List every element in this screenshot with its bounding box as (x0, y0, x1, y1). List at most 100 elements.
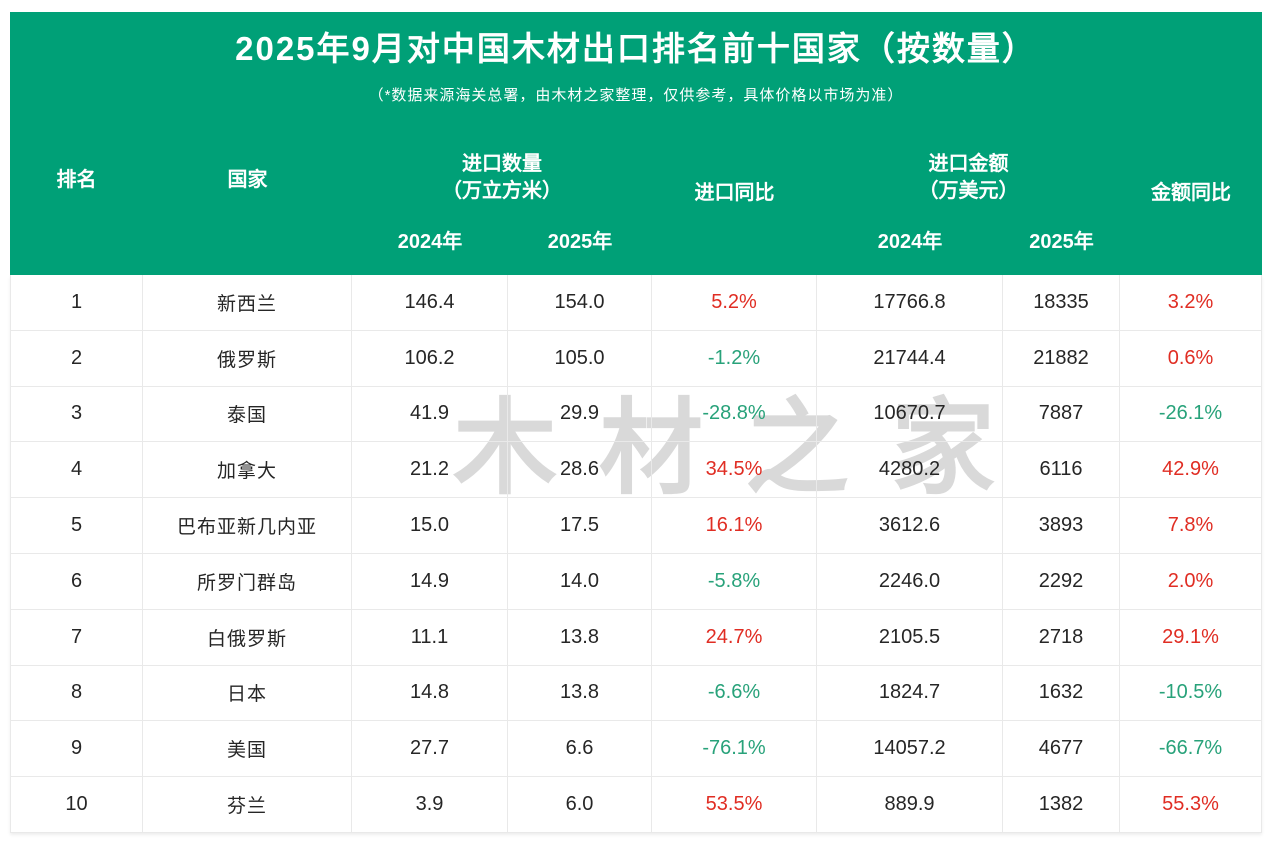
amt-yoy-cell: 3.2% (1120, 275, 1262, 330)
amt-2025-cell: 18335 (1003, 275, 1120, 330)
page-title: 2025年9月对中国木材出口排名前十国家（按数量） (235, 30, 1037, 67)
rank-cell: 6 (10, 553, 143, 609)
qty-2025-cell: 14.0 (508, 553, 652, 609)
amt-2025-cell: 1382 (1003, 777, 1120, 832)
amt-2024-cell: 4280.2 (817, 442, 1003, 498)
rank-cell: 3 (10, 386, 143, 442)
column-headers: 排名 国家 进口数量 （万立方米） 进口同比 进口金额 （万美元） 金额同比 2… (10, 140, 1262, 263)
col-header-qty-2024: 2024年 (397, 230, 463, 253)
country-cell: 白俄罗斯 (143, 609, 352, 665)
amt-yoy-cell: 55.3% (1120, 777, 1262, 832)
qty-yoy-cell: 24.7% (652, 609, 817, 665)
qty-yoy-cell: 5.2% (652, 275, 817, 330)
import-quantity-label: 进口数量 (462, 152, 542, 175)
qty-2024-cell: 21.2 (352, 442, 508, 498)
qty-yoy-cell: -76.1% (652, 721, 817, 777)
amt-2024-cell: 10670.7 (817, 386, 1003, 442)
qty-2024-cell: 41.9 (352, 386, 508, 442)
amt-yoy-cell: 29.1% (1120, 609, 1262, 665)
col-header-amt-2024: 2024年 (877, 230, 943, 253)
col-header-import-amount: 进口金额 （万美元） (817, 140, 1120, 215)
table-header: 2025年9月对中国木材出口排名前十国家（按数量） （*数据来源海关总署，由木材… (10, 12, 1262, 275)
col-header-qty-2025: 2025年 (547, 230, 613, 253)
amt-yoy-cell: -26.1% (1120, 386, 1262, 442)
amt-yoy-cell: 2.0% (1120, 553, 1262, 609)
country-cell: 加拿大 (143, 442, 352, 498)
country-cell: 美国 (143, 721, 352, 777)
amt-yoy-cell: 0.6% (1120, 330, 1262, 386)
page-subtitle: （*数据来源海关总署，由木材之家整理，仅供参考，具体价格以市场为准） (368, 87, 904, 104)
qty-2024-cell: 27.7 (352, 721, 508, 777)
table-row: 8 日本 14.8 13.8 -6.6% 1824.7 1632 -10.5% (10, 665, 1262, 722)
amt-yoy-cell: 42.9% (1120, 442, 1262, 498)
country-cell: 俄罗斯 (143, 330, 352, 386)
col-header-rank: 排名 (56, 169, 97, 191)
table-row: 1 新西兰 146.4 154.0 5.2% 17766.8 18335 3.2… (10, 275, 1262, 331)
amt-2025-cell: 7887 (1003, 386, 1120, 442)
qty-2024-cell: 15.0 (352, 498, 508, 553)
qty-2025-cell: 6.6 (508, 721, 652, 777)
qty-2024-cell: 11.1 (352, 609, 508, 665)
amt-2025-cell: 6116 (1003, 442, 1120, 498)
qty-2024-cell: 14.8 (352, 665, 508, 721)
amt-2024-cell: 889.9 (817, 777, 1003, 832)
table-body: 木材之家 1 新西兰 146.4 154.0 5.2% 17766.8 1833… (10, 275, 1262, 833)
rank-cell: 7 (10, 609, 143, 665)
qty-yoy-cell: -28.8% (652, 386, 817, 442)
col-header-quantity-yoy: 进口同比 (694, 182, 775, 204)
amt-2025-cell: 4677 (1003, 721, 1120, 777)
amt-yoy-cell: -66.7% (1120, 721, 1262, 777)
amt-2025-cell: 3893 (1003, 498, 1120, 553)
qty-yoy-cell: 16.1% (652, 498, 817, 553)
qty-2025-cell: 17.5 (508, 498, 652, 553)
amt-2025-cell: 1632 (1003, 665, 1120, 721)
qty-yoy-cell: -1.2% (652, 330, 817, 386)
amt-2024-cell: 3612.6 (817, 498, 1003, 553)
qty-2024-cell: 146.4 (352, 275, 508, 330)
qty-2024-cell: 106.2 (352, 330, 508, 386)
amt-2024-cell: 14057.2 (817, 721, 1003, 777)
qty-2025-cell: 28.6 (508, 442, 652, 498)
amt-2024-cell: 1824.7 (817, 665, 1003, 721)
amt-yoy-cell: 7.8% (1120, 498, 1262, 553)
table-row: 9 美国 27.7 6.6 -76.1% 14057.2 4677 -66.7% (10, 721, 1262, 778)
import-amount-unit: （万美元） (918, 179, 1019, 202)
import-amount-label: 进口金额 (928, 152, 1009, 175)
qty-2024-cell: 14.9 (352, 553, 508, 609)
table-row: 7 白俄罗斯 11.1 13.8 24.7% 2105.5 2718 29.1% (10, 609, 1262, 666)
amt-yoy-cell: -10.5% (1120, 665, 1262, 721)
rank-cell: 10 (10, 777, 143, 832)
qty-2025-cell: 13.8 (508, 665, 652, 721)
rank-cell: 8 (10, 665, 143, 721)
country-cell: 新西兰 (143, 275, 352, 330)
qty-2025-cell: 105.0 (508, 330, 652, 386)
qty-2024-cell: 3.9 (352, 777, 508, 832)
col-header-amt-2025: 2025年 (1029, 230, 1094, 253)
qty-yoy-cell: 34.5% (652, 442, 817, 498)
country-cell: 芬兰 (143, 777, 352, 832)
rank-cell: 4 (10, 442, 143, 498)
amt-2024-cell: 2246.0 (817, 553, 1003, 609)
rank-cell: 5 (10, 498, 143, 553)
col-header-import-quantity: 进口数量 （万立方米） (352, 140, 652, 215)
qty-2025-cell: 29.9 (508, 386, 652, 442)
col-header-country: 国家 (227, 169, 268, 191)
qty-2025-cell: 13.8 (508, 609, 652, 665)
amt-2024-cell: 17766.8 (817, 275, 1003, 330)
table-row: 5 巴布亚新几内亚 15.0 17.5 16.1% 3612.6 3893 7.… (10, 498, 1262, 554)
rank-cell: 9 (10, 721, 143, 777)
qty-2025-cell: 154.0 (508, 275, 652, 330)
table-row: 10 芬兰 3.9 6.0 53.5% 889.9 1382 55.3% (10, 777, 1262, 833)
qty-yoy-cell: -5.8% (652, 553, 817, 609)
amt-2025-cell: 21882 (1003, 330, 1120, 386)
country-cell: 所罗门群岛 (143, 553, 352, 609)
amt-2025-cell: 2292 (1003, 553, 1120, 609)
amt-2024-cell: 2105.5 (817, 609, 1003, 665)
table-row: 4 加拿大 21.2 28.6 34.5% 4280.2 6116 42.9% (10, 442, 1262, 499)
rank-cell: 1 (10, 275, 143, 330)
country-cell: 日本 (143, 665, 352, 721)
qty-yoy-cell: 53.5% (652, 777, 817, 832)
rank-cell: 2 (10, 330, 143, 386)
country-cell: 巴布亚新几内亚 (143, 498, 352, 553)
